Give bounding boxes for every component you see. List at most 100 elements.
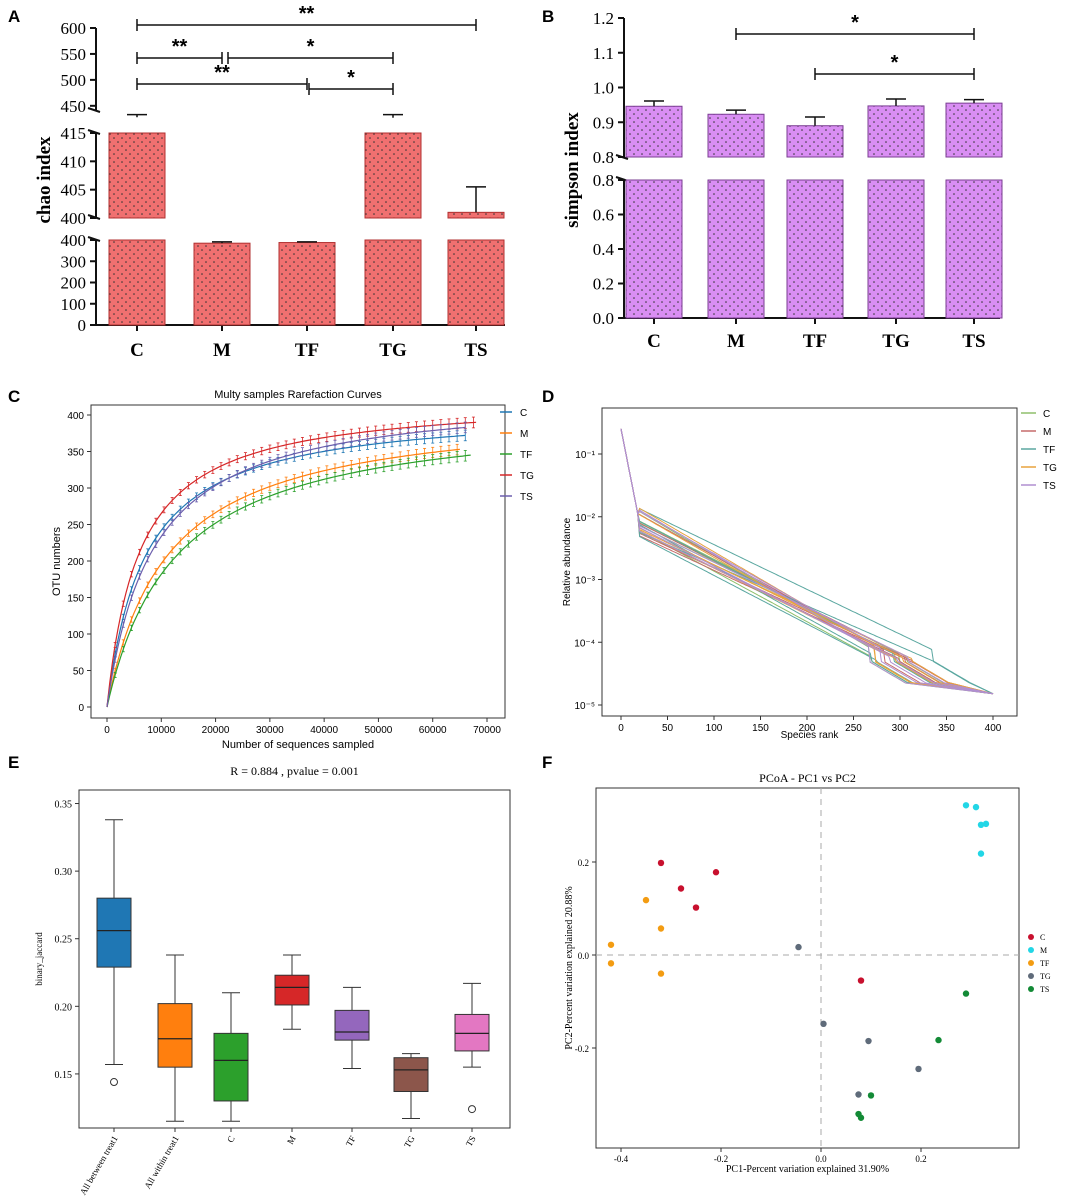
f-point-C bbox=[857, 977, 865, 984]
c-ytick-label: 100 bbox=[67, 630, 84, 641]
a-bar-M bbox=[193, 242, 251, 326]
e-title: R = 0.884 , pvalue = 0.001 bbox=[230, 764, 359, 778]
f-point-TS bbox=[857, 1114, 865, 1121]
c-xtick-label: 10000 bbox=[147, 725, 175, 736]
e-ytick-label: 0.30 bbox=[55, 867, 73, 878]
b-ytick-label: 0.8 bbox=[593, 171, 614, 190]
f-point-TS bbox=[867, 1092, 875, 1099]
a-sig-label: ** bbox=[299, 3, 315, 25]
a-ytick-label: 600 bbox=[61, 19, 87, 38]
b-ytick-label: 0.6 bbox=[593, 206, 614, 225]
f-ylabel: PC2-Percent variation explained 20.88% bbox=[564, 886, 575, 1049]
c-line-TF bbox=[106, 454, 471, 708]
f-point-TF bbox=[657, 970, 665, 977]
a-bar-C bbox=[108, 239, 166, 326]
d-ytick-label: 10⁻⁵ bbox=[574, 701, 595, 712]
panel-d-chart: 0 50 100 150 200 250 300 350 400 10⁻⁵ 10⁻⁴ 10⁻³ 10⁻²… bbox=[562, 407, 1057, 741]
c-legend-label-TG: TG bbox=[520, 471, 534, 482]
a-ytick-label: 400 bbox=[61, 209, 87, 228]
f-frame bbox=[595, 787, 1020, 1149]
c-line-TS bbox=[106, 426, 466, 708]
a-ylabel: chao index bbox=[34, 136, 55, 224]
d-line-M bbox=[620, 428, 994, 695]
d-ytick-label: 10⁻¹ bbox=[575, 450, 595, 461]
c-line-TG bbox=[106, 421, 477, 708]
c-xtick-label: 50000 bbox=[365, 725, 393, 736]
c-legend-label-TF: TF bbox=[520, 450, 532, 461]
panel-a-chart: 0 100 200 300 400 400 405 410 415 450 500 550 600 C M T… bbox=[34, 3, 505, 361]
d-line-TF bbox=[620, 428, 994, 695]
d-line-M bbox=[620, 428, 994, 695]
f-point-M bbox=[977, 850, 985, 857]
d-xtick-label: 0 bbox=[618, 723, 624, 734]
b-bar-M bbox=[707, 113, 765, 158]
b-xtick-label: TF bbox=[803, 331, 827, 352]
b-ytick-label: 0.0 bbox=[593, 309, 614, 328]
panel-label-A: A bbox=[8, 7, 20, 26]
d-line-TS bbox=[620, 428, 994, 695]
f-legend-swatch-TG bbox=[1028, 973, 1034, 979]
e-xtick-label: M bbox=[285, 1134, 298, 1146]
d-line-TF bbox=[620, 428, 994, 695]
c-legend-label-TS: TS bbox=[520, 492, 533, 503]
d-xtick-label: 400 bbox=[985, 723, 1002, 734]
d-line-TS bbox=[620, 428, 994, 695]
f-point-M bbox=[977, 821, 985, 828]
f-point-C bbox=[692, 904, 700, 911]
a-xtick-label: TG bbox=[379, 340, 407, 361]
d-line-TG bbox=[620, 428, 994, 695]
a-break bbox=[87, 129, 101, 135]
d-legend-label-TG: TG bbox=[1043, 463, 1057, 474]
a-xtick-label: M bbox=[213, 340, 231, 361]
a-ytick-label: 415 bbox=[61, 124, 87, 143]
c-ytick-label: 250 bbox=[67, 521, 84, 532]
c-xtick-label: 30000 bbox=[256, 725, 284, 736]
d-legend-label-TS: TS bbox=[1043, 481, 1056, 492]
panel-f-chart: PCoA - PC1 vs PC2 -0.4 -0.2 0.0 0.2 0.2 0.0 -0.… bbox=[564, 771, 1051, 1175]
d-legend-label-TF: TF bbox=[1043, 445, 1055, 456]
c-ytick-label: 150 bbox=[67, 594, 84, 605]
c-ytick-label: 0 bbox=[78, 703, 84, 714]
d-line-M bbox=[620, 428, 994, 695]
d-line-TG bbox=[620, 428, 994, 695]
a-xtick-label: TS bbox=[464, 340, 487, 361]
f-legend-label-TG: TG bbox=[1040, 972, 1051, 981]
b-xtick-label: TG bbox=[882, 331, 910, 352]
f-point-M bbox=[972, 803, 980, 811]
e-ylabel: binary_jaccard bbox=[34, 932, 44, 986]
c-xtick-label: 0 bbox=[104, 725, 110, 736]
a-bar-C bbox=[108, 132, 166, 219]
d-xtick-label: 100 bbox=[706, 723, 723, 734]
b-sig-label: * bbox=[891, 52, 899, 74]
c-xtick-label: 60000 bbox=[419, 725, 447, 736]
f-point-TS bbox=[935, 1036, 942, 1044]
d-legend-label-M: M bbox=[1043, 427, 1051, 438]
f-title: PCoA - PC1 vs PC2 bbox=[759, 771, 856, 785]
a-ytick-label: 200 bbox=[61, 274, 87, 293]
c-legend-label-C: C bbox=[520, 408, 527, 419]
d-line-C bbox=[620, 428, 994, 695]
f-point-TF bbox=[642, 896, 650, 904]
e-box-5 bbox=[393, 1057, 429, 1092]
f-xtick-label: -0.4 bbox=[614, 1154, 629, 1164]
e-outlier bbox=[468, 1105, 476, 1114]
d-ytick-label: 10⁻² bbox=[575, 513, 595, 524]
f-point-C bbox=[712, 869, 720, 876]
e-xtick-label: TG bbox=[402, 1134, 417, 1150]
e-frame bbox=[78, 789, 511, 1129]
c-ytick-label: 350 bbox=[67, 448, 84, 459]
e-ytick-label: 0.20 bbox=[55, 1002, 73, 1013]
f-legend-label-M: M bbox=[1040, 946, 1047, 955]
e-xtick-label: C bbox=[225, 1134, 237, 1144]
e-xtick-label: TF bbox=[344, 1134, 358, 1148]
c-ytick-label: 300 bbox=[67, 484, 84, 495]
a-sig-label: * bbox=[307, 36, 315, 58]
f-point-M bbox=[962, 802, 970, 809]
b-bar-TG bbox=[867, 105, 925, 158]
f-ytick-label: 0.0 bbox=[578, 951, 590, 961]
b-xtick-label: C bbox=[647, 331, 661, 352]
e-xtick-label: All between treat1 bbox=[78, 1134, 120, 1196]
b-ylabel: simpson index bbox=[562, 112, 583, 228]
c-ytick-label: 50 bbox=[73, 667, 85, 678]
